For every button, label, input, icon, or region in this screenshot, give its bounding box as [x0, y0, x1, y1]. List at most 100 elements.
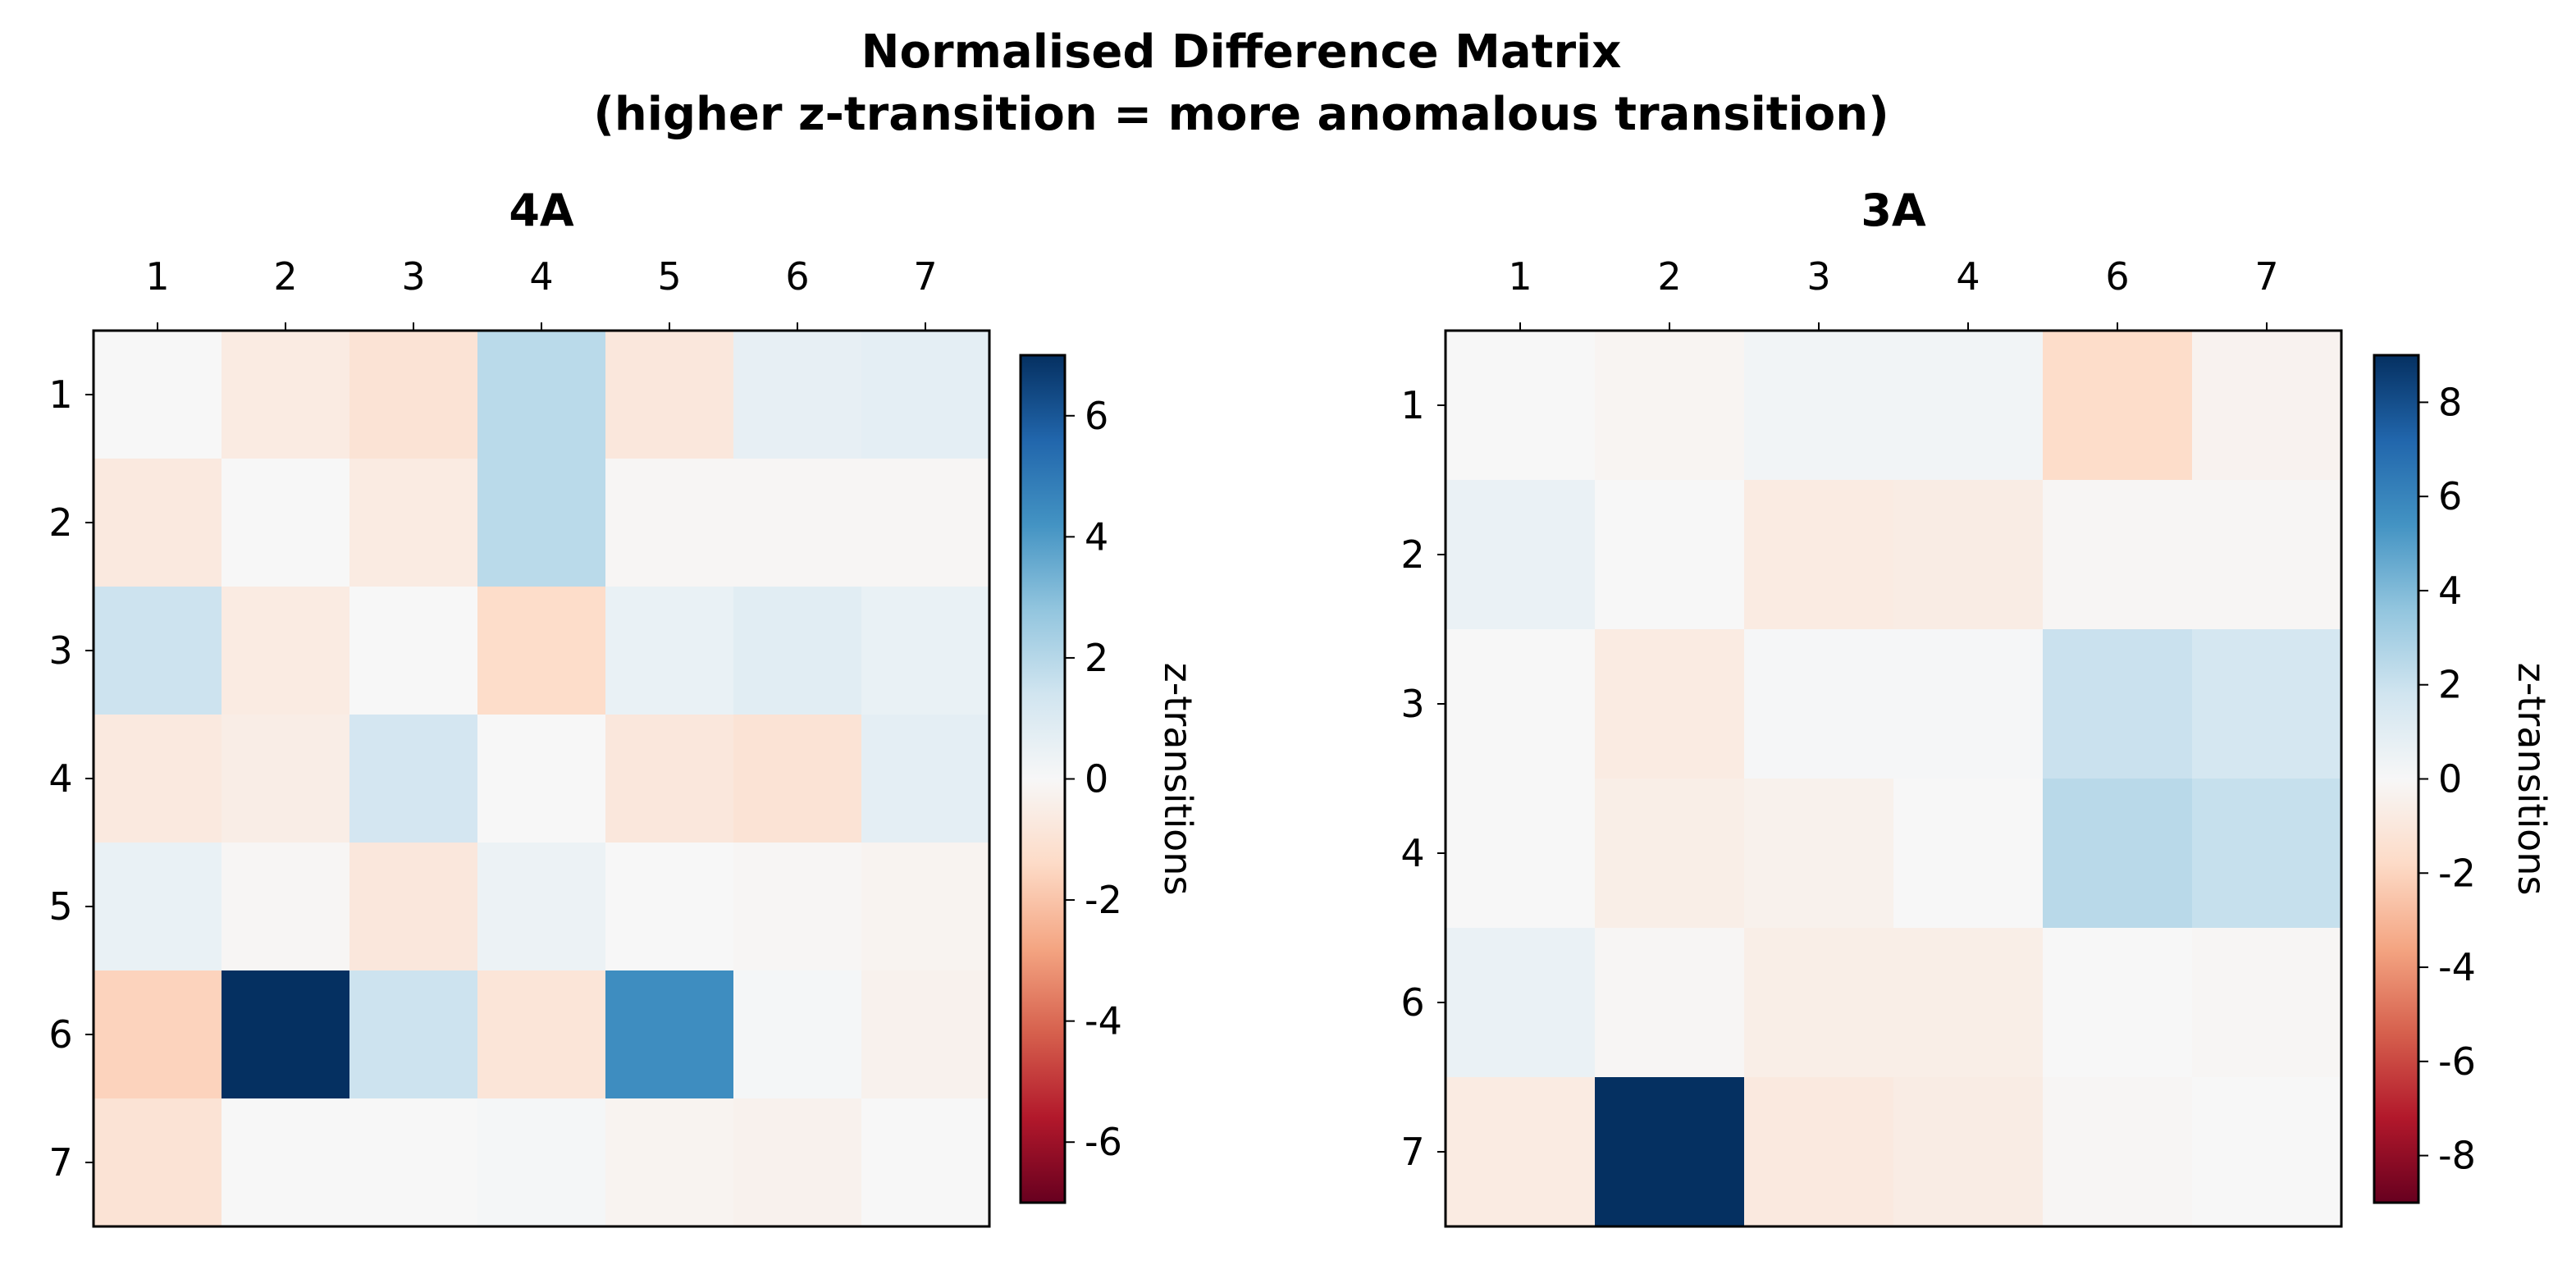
heatmap-cell: [733, 970, 862, 1099]
x-tick-label: 6: [785, 254, 809, 299]
colorbar-tick-label: -2: [2438, 851, 2476, 895]
y-tick-label: 4: [1400, 831, 1424, 875]
heatmap-cell: [2192, 928, 2342, 1078]
heatmap-cell: [222, 587, 350, 715]
heatmap-cell: [605, 587, 734, 715]
x-tick-label: 6: [2105, 254, 2129, 299]
heatmap-cell: [733, 843, 862, 971]
y-tick-label: 1: [1400, 383, 1424, 427]
heatmap-cell: [1744, 331, 1894, 481]
x-tick-label: 5: [657, 254, 681, 299]
heatmap-panel-2: 3A 1 2 3 4 6 7 1 2 3 4 6 7 8 6 4 2 0 -2 -4 -6 -8 z-transitions: [1400, 185, 2554, 1228]
heatmap-cell: [94, 1098, 222, 1227]
heatmap-cell: [861, 970, 990, 1099]
heatmap-cell: [861, 843, 990, 971]
y-tick-label: 3: [1400, 682, 1424, 726]
y-tick-label: 3: [48, 628, 72, 673]
y-tick-label: 7: [48, 1140, 72, 1185]
heatmap-cell: [2043, 1077, 2193, 1227]
heatmap-cell: [477, 459, 606, 587]
heatmap-cell: [605, 970, 734, 1099]
colorbar-tick-label: 8: [2438, 380, 2462, 424]
heatmap-cell: [2192, 779, 2342, 929]
heatmap-cell: [861, 587, 990, 715]
heatmap-cell: [477, 587, 606, 715]
heatmap-cell: [1893, 1077, 2044, 1227]
heatmap-cell: [1446, 629, 1596, 779]
heatmap-cell: [94, 715, 222, 843]
x-tick-label: 4: [529, 254, 553, 299]
heatmap-cell: [349, 715, 478, 843]
heatmap-cell: [1446, 1077, 1596, 1227]
heatmap-cell: [349, 1098, 478, 1227]
heatmap-cell: [1595, 1077, 1745, 1227]
figure-title-line2: (higher z-transition = more anomalous tr…: [593, 88, 1889, 141]
heatmap-cell: [1446, 331, 1596, 481]
heatmap-cell: [1595, 928, 1745, 1078]
heatmap-cell: [2043, 779, 2193, 929]
heatmap-cell: [861, 331, 990, 459]
colorbar-tick-label: 0: [1085, 757, 1108, 801]
panel-title: 4A: [509, 185, 574, 236]
heatmap-cell: [1744, 629, 1894, 779]
heatmap-cell: [222, 843, 350, 971]
heatmap-cell: [733, 459, 862, 587]
heatmap-cell: [222, 459, 350, 587]
x-tick-label: 2: [1657, 254, 1681, 299]
heatmap-cell: [222, 715, 350, 843]
heatmap-frame: [1444, 329, 2343, 1228]
heatmap-cell: [2043, 480, 2193, 630]
colorbar-tick-label: 4: [1085, 514, 1108, 559]
heatmap-cell: [94, 459, 222, 587]
colorbar-tick-label: 2: [1085, 636, 1108, 680]
heatmap-cell: [477, 843, 606, 971]
colorbar-tick-label: 6: [2438, 474, 2462, 518]
heatmap-cell: [94, 587, 222, 715]
heatmap-cell: [733, 331, 862, 459]
heatmap-cell: [477, 1098, 606, 1227]
heatmap-cell: [1446, 779, 1596, 929]
heatmap-cell: [1595, 779, 1745, 929]
heatmap-cell: [1893, 331, 2044, 481]
heatmap-cell: [477, 331, 606, 459]
heatmap-cell: [222, 331, 350, 459]
x-tick-label: 7: [913, 254, 937, 299]
y-tick-label: 6: [1400, 980, 1424, 1025]
colorbar-label: z-transitions: [1156, 663, 1200, 896]
colorbar-tick-label: -4: [2438, 945, 2476, 989]
colorbar-tick-label: 4: [2438, 569, 2462, 613]
heatmap-cell: [733, 587, 862, 715]
heatmap-cell: [1893, 480, 2044, 630]
heatmap-cell: [349, 587, 478, 715]
heatmap-cell: [1893, 779, 2044, 929]
heatmap-cell: [1595, 629, 1745, 779]
y-tick-label: 7: [1400, 1130, 1424, 1174]
colorbar-tick-label: -6: [1085, 1120, 1122, 1164]
heatmap-panel-1: 4A 1 2 3 4 5 6 7 1 2 3 4 5 6 7 6 4 2 0 -2 -4 -6 z-transitions: [48, 185, 1200, 1228]
x-tick-label: 4: [1956, 254, 1980, 299]
heatmap-cell: [2192, 1077, 2342, 1227]
y-tick-label: 4: [48, 756, 72, 801]
heatmap-cell: [477, 715, 606, 843]
heatmap-cell: [605, 843, 734, 971]
y-tick-label: 5: [48, 884, 72, 929]
heatmap-cell: [1893, 928, 2044, 1078]
x-tick-label: 7: [2254, 254, 2278, 299]
figure-title-line1: Normalised Difference Matrix: [861, 25, 1622, 79]
heatmap-cell: [222, 1098, 350, 1227]
heatmap-cell: [1595, 331, 1745, 481]
x-tick-label: 1: [1508, 254, 1532, 299]
colorbar-tick-label: -6: [2438, 1039, 2476, 1084]
heatmap-cell: [349, 843, 478, 971]
heatmap-cell: [2043, 928, 2193, 1078]
heatmap-cell: [94, 970, 222, 1099]
y-tick-label: 6: [48, 1012, 72, 1057]
y-tick-label: 1: [48, 372, 72, 417]
x-tick-label: 1: [145, 254, 169, 299]
colorbar-tick-label: -2: [1085, 878, 1122, 922]
x-tick-label: 2: [273, 254, 297, 299]
heatmap-cell: [1744, 928, 1894, 1078]
heatmap-cell: [2043, 629, 2193, 779]
